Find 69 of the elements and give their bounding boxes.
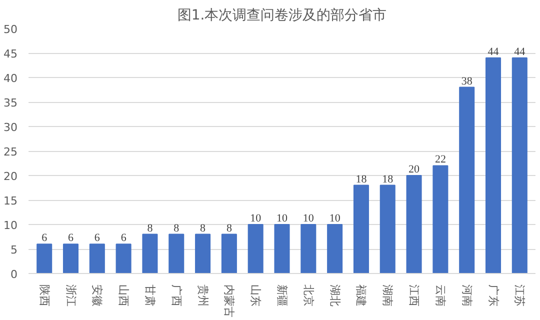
data-label: 18 xyxy=(356,173,368,186)
y-tick-label: 0 xyxy=(10,268,18,281)
y-tick-label: 40 xyxy=(4,72,18,85)
bar xyxy=(406,175,422,274)
data-label: 22 xyxy=(434,154,446,166)
x-tick-label: 云南 xyxy=(434,284,447,306)
x-tick-label: 河南 xyxy=(460,284,474,306)
x-tick-label: 湖南 xyxy=(381,284,394,306)
bar xyxy=(62,244,79,274)
data-label: 44 xyxy=(488,46,500,58)
data-label: 10 xyxy=(302,212,314,224)
x-tick-label: 贵州 xyxy=(196,284,210,306)
data-label: 8 xyxy=(226,222,232,234)
data-label: 38 xyxy=(461,75,473,88)
data-label: 8 xyxy=(200,222,206,234)
x-tick-label: 江西 xyxy=(408,284,421,306)
y-tick-label: 25 xyxy=(4,146,18,158)
bar xyxy=(195,234,211,274)
bar xyxy=(380,184,396,274)
x-tick-label: 北京 xyxy=(302,284,315,306)
data-label: 10 xyxy=(276,212,288,224)
bar xyxy=(432,165,448,274)
x-tick-label: 广西 xyxy=(170,284,183,306)
y-tick-label: 45 xyxy=(4,48,18,60)
bar xyxy=(353,184,369,274)
data-label: 44 xyxy=(514,46,526,58)
y-tick-label: 20 xyxy=(4,170,18,183)
data-label: 10 xyxy=(250,212,262,224)
x-tick-label: 广东 xyxy=(486,284,500,306)
y-tick-label: 50 xyxy=(4,23,18,36)
bar xyxy=(327,224,343,274)
data-label: 6 xyxy=(94,232,100,244)
bar xyxy=(89,244,105,274)
x-tick-label: 安徽 xyxy=(90,284,104,306)
x-tick-label: 湖北 xyxy=(328,284,342,306)
x-tick-label: 江苏 xyxy=(513,284,526,306)
data-label: 10 xyxy=(329,212,341,224)
bar xyxy=(512,57,528,274)
x-tick-label: 甘肃 xyxy=(143,284,156,306)
y-tick-label: 30 xyxy=(4,121,18,134)
data-label: 18 xyxy=(382,173,394,186)
x-tick-label: 福建 xyxy=(354,284,368,306)
x-tick-label: 山西 xyxy=(117,284,130,306)
y-tick-label: 15 xyxy=(4,194,18,208)
bar xyxy=(485,57,502,274)
y-tick-label: 10 xyxy=(4,219,18,232)
bar xyxy=(221,234,237,274)
data-label: 6 xyxy=(68,232,74,244)
data-label: 6 xyxy=(42,232,48,244)
bar xyxy=(248,224,264,274)
bar xyxy=(36,244,52,274)
data-label: 8 xyxy=(147,222,154,234)
data-label: 8 xyxy=(174,222,180,234)
x-tick-label: 内蒙古 xyxy=(222,284,236,318)
bar xyxy=(142,234,158,274)
bar xyxy=(300,224,316,274)
y-tick-label: 5 xyxy=(10,244,18,256)
chart-title: 图1.本次调查问卷涉及的部分省市 xyxy=(177,8,387,24)
x-tick-label: 浙江 xyxy=(64,284,78,306)
bar xyxy=(274,224,290,274)
bar xyxy=(459,86,475,274)
data-label: 6 xyxy=(120,232,127,244)
bar xyxy=(168,234,184,274)
y-tick-label: 35 xyxy=(4,96,18,110)
bar xyxy=(116,244,132,274)
data-label: 20 xyxy=(408,164,420,176)
x-tick-label: 山东 xyxy=(249,284,262,306)
x-tick-label: 陕西 xyxy=(38,284,51,306)
x-tick-label: 新疆 xyxy=(276,284,288,306)
